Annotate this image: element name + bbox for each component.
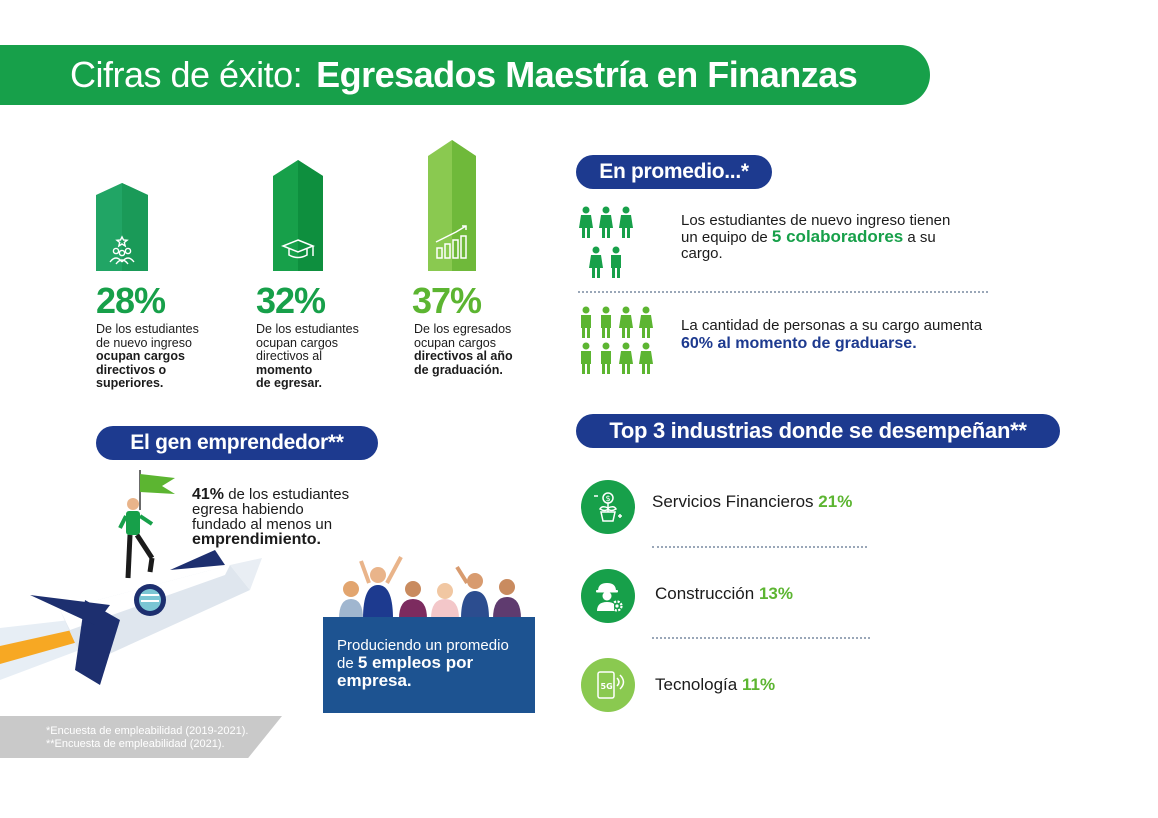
money-plant-icon: $ — [581, 480, 635, 534]
divider-industry-1 — [652, 546, 867, 548]
average-text-2: La cantidad de personas a su cargo aumen… — [681, 317, 983, 352]
industry-label-3: Tecnología 11% — [655, 675, 776, 694]
divider-industry-2 — [652, 637, 870, 639]
entrepreneur-pill: El gen emprendedor** — [96, 426, 378, 460]
title-bar: Cifras de éxito: Egresados Maestría en F… — [0, 45, 930, 105]
graduation-cap-icon — [280, 239, 316, 259]
industries-pill: Top 3 industrias donde se desempeñan** — [576, 414, 1060, 448]
title-bold: Egresados Maestría en Finanzas — [316, 54, 858, 95]
svg-text:$: $ — [606, 494, 611, 503]
employment-box: Produciendo un promedio de 5 empleos por… — [323, 617, 535, 713]
svg-text:5G: 5G — [601, 682, 613, 691]
stat-37-pct: 37% — [412, 280, 482, 321]
phone-5g-icon: 5G — [581, 658, 635, 712]
footnote-box — [0, 716, 282, 758]
arrow-28 — [96, 183, 148, 271]
stat-32-desc: De los estudiantes ocupan cargos directivo… — [256, 322, 359, 390]
stat-28-desc: De los estudiantes de nuevo ingreso ocupa… — [96, 322, 199, 390]
arrow-32 — [273, 160, 323, 271]
footnote-2: **Encuesta de empleabilidad (2021). — [46, 738, 225, 750]
average-pill: En promedio...* — [576, 155, 772, 189]
stat-37-desc: De los egresados ocupan cargos directivos… — [414, 322, 513, 377]
title-light: Cifras de éxito: — [70, 54, 303, 95]
people-star-icon — [109, 235, 135, 265]
divider-average — [578, 291, 988, 293]
stat-28-pct: 28% — [96, 280, 166, 321]
people-group-five-icon — [579, 206, 633, 278]
stat-32-pct: 32% — [256, 280, 326, 321]
industry-label-1: Servicios Financieros 21% — [652, 492, 853, 511]
growth-chart-icon — [435, 225, 467, 259]
arrow-37 — [428, 140, 476, 271]
industry-label-2: Construcción 13% — [655, 584, 793, 603]
people-crowd-illustration — [339, 556, 521, 619]
average-text-1: Los estudiantes de nuevo ingreso tienen … — [681, 212, 951, 262]
rocket-illustration — [0, 470, 262, 685]
worker-gear-icon — [581, 569, 635, 623]
footnote-1: *Encuesta de empleabilidad (2019-2021). — [46, 725, 249, 737]
entrepreneur-text: 41% de los estudiantes egresa habiendo f… — [192, 486, 350, 548]
people-group-eight-icon — [581, 306, 653, 374]
